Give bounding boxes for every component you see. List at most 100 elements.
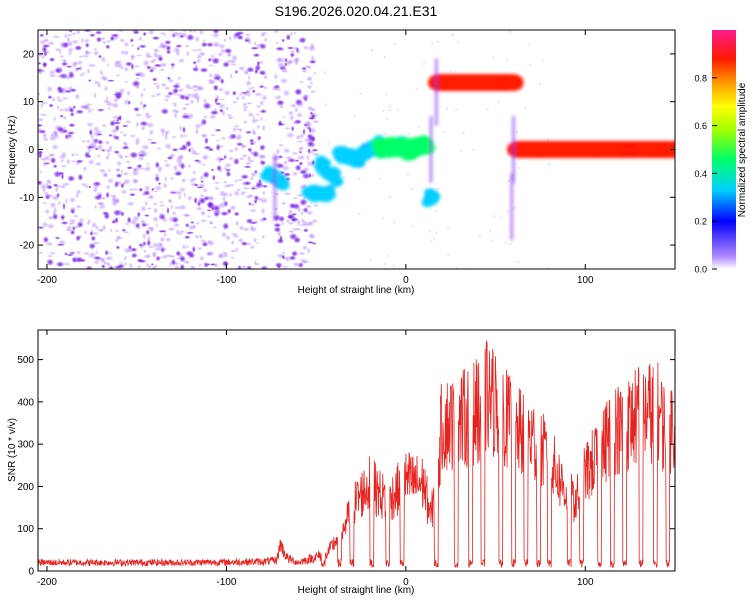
noise-speckle [253, 41, 258, 46]
noise-speckle [388, 109, 392, 112]
noise-speckle [104, 249, 109, 256]
noise-speckle [38, 251, 44, 255]
noise-speckle [174, 171, 183, 177]
noise-speckle [311, 119, 320, 124]
noise-speckle [130, 43, 135, 48]
noise-speckle [126, 166, 134, 170]
noise-speckle [155, 223, 159, 228]
noise-speckle [140, 192, 147, 197]
noise-speckle [359, 92, 363, 95]
noise-speckle [223, 154, 227, 160]
noise-speckle [132, 65, 142, 68]
noise-speckle [258, 99, 265, 107]
noise-speckle [214, 128, 222, 132]
noise-speckle [70, 160, 77, 163]
noise-speckle [459, 149, 463, 152]
noise-speckle [177, 58, 186, 64]
noise-speckle [175, 93, 184, 97]
noise-speckle [279, 215, 284, 221]
noise-speckle [146, 196, 156, 199]
noise-speckle [100, 264, 106, 269]
spectrogram-y-tick-label: -20 [20, 241, 35, 252]
noise-speckle [92, 130, 102, 137]
noise-speckle [110, 102, 120, 109]
noise-speckle [223, 47, 233, 54]
noise-speckle [242, 107, 248, 113]
noise-speckle [240, 143, 245, 149]
spectral-streak [273, 154, 277, 222]
noise-speckle [288, 114, 295, 122]
noise-speckle [173, 111, 178, 120]
noise-speckle [313, 204, 319, 208]
noise-speckle [411, 225, 414, 228]
noise-speckle [115, 73, 121, 77]
noise-speckle [184, 235, 191, 240]
noise-speckle [46, 181, 49, 190]
noise-speckle [111, 219, 117, 224]
noise-speckle [410, 187, 414, 191]
noise-speckle [238, 156, 245, 161]
noise-speckle [255, 241, 260, 245]
noise-speckle [455, 266, 458, 269]
noise-speckle [144, 51, 151, 59]
spectrogram-y-tick-label: 20 [23, 49, 35, 60]
noise-speckle [78, 217, 85, 224]
noise-speckle [56, 95, 61, 100]
noise-speckle [104, 140, 111, 146]
noise-speckle [251, 89, 256, 94]
noise-speckle [358, 177, 361, 180]
noise-speckle [216, 210, 222, 214]
noise-speckle [256, 123, 261, 130]
noise-speckle [281, 220, 285, 227]
noise-speckle [38, 117, 45, 123]
noise-speckle [62, 115, 68, 121]
noise-speckle [261, 217, 268, 221]
noise-speckle [170, 31, 179, 39]
noise-speckle [198, 234, 203, 240]
noise-speckle [217, 51, 224, 57]
noise-speckle [243, 33, 252, 37]
noise-speckle [149, 141, 158, 145]
noise-speckle [212, 84, 219, 92]
noise-speckle [212, 226, 218, 229]
noise-speckle [154, 255, 161, 262]
noise-speckle [157, 165, 164, 171]
noise-speckle [75, 109, 85, 115]
spectral-streak [512, 116, 516, 183]
noise-speckle [74, 67, 83, 71]
noise-speckle [41, 61, 48, 68]
noise-speckle [488, 229, 492, 232]
noise-speckle [190, 49, 200, 52]
colorbar-tick-label: 0.0 [694, 265, 707, 275]
noise-speckle [208, 72, 213, 78]
noise-speckle [110, 33, 120, 38]
spectral-streak [429, 116, 433, 183]
noise-speckle [115, 228, 119, 233]
noise-speckle [117, 263, 125, 269]
spectrogram-x-axis: -200 -100 0 100 [37, 30, 594, 286]
noise-speckle [95, 191, 104, 197]
noise-speckle [142, 104, 148, 108]
noise-speckle [146, 162, 150, 166]
noise-speckle [287, 257, 296, 260]
noise-speckle [290, 125, 295, 132]
noise-speckle [179, 263, 185, 269]
noise-speckle [294, 56, 300, 63]
noise-speckle [139, 218, 147, 226]
noise-speckle [310, 54, 316, 62]
noise-speckle [388, 105, 391, 108]
noise-speckle [228, 156, 235, 161]
noise-speckle [75, 204, 83, 209]
noise-speckle [299, 169, 308, 175]
colorbar-ticks: 0.0 0.2 0.4 0.6 0.8 [694, 73, 717, 275]
noise-speckle [225, 106, 230, 111]
noise-speckle [284, 58, 294, 67]
noise-speckle [323, 71, 326, 74]
noise-speckle [123, 261, 128, 267]
noise-speckle [192, 30, 197, 34]
noise-speckle [450, 34, 453, 37]
noise-speckle [158, 62, 169, 68]
noise-speckle [151, 36, 161, 41]
noise-speckle [100, 56, 107, 63]
